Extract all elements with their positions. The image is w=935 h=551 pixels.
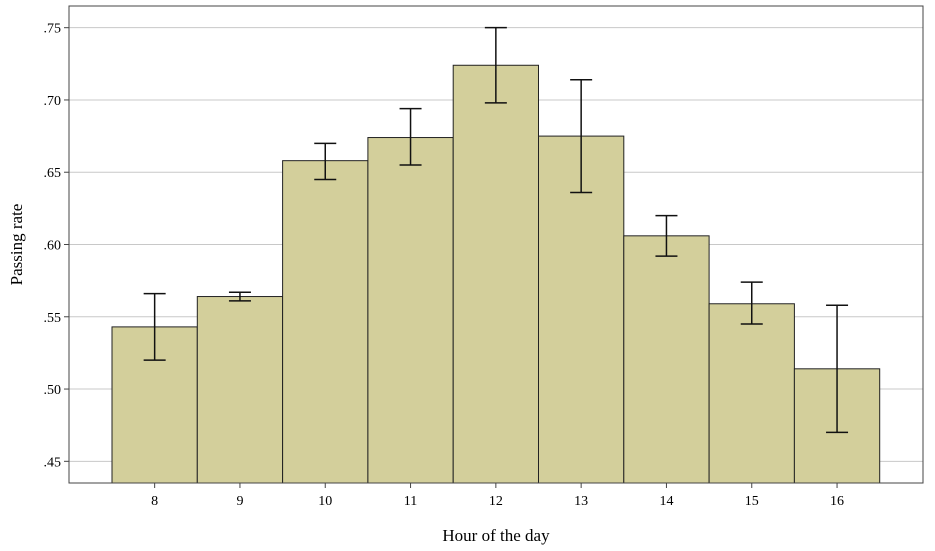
x-tick-label: 12 <box>489 494 503 509</box>
y-axis-ticks: .45 .50 .55 .60 .65 .70 .75 <box>44 22 69 470</box>
bar-11 <box>367 137 454 484</box>
error-bar-16 <box>826 304 849 434</box>
x-tick-label: 15 <box>745 494 759 509</box>
x-axis-title: Hour of the day <box>442 526 550 545</box>
error-bar-11 <box>399 107 422 166</box>
y-tick-label: .65 <box>44 166 62 181</box>
y-axis-title: Passing rate <box>7 204 26 286</box>
y-tick-label: .50 <box>44 383 62 398</box>
x-tick-label: 13 <box>574 494 588 509</box>
error-bar-15 <box>740 281 763 325</box>
error-bar-9 <box>228 291 251 302</box>
y-tick-label: .75 <box>44 22 62 37</box>
bar-10 <box>282 160 369 484</box>
error-bar-8 <box>143 292 166 361</box>
y-tick-label: .70 <box>44 94 62 109</box>
x-tick-label: 10 <box>318 494 332 509</box>
x-tick-label: 14 <box>659 494 673 509</box>
bar-13 <box>538 135 625 484</box>
bar-14 <box>623 235 710 484</box>
error-bar-13 <box>570 78 593 194</box>
x-axis-ticks: 8 9 10 11 12 13 14 15 16 <box>151 483 844 509</box>
error-bar-12 <box>484 26 507 104</box>
y-tick-label: .60 <box>44 239 62 254</box>
bar-9 <box>196 296 284 484</box>
bars <box>111 64 881 484</box>
x-tick-label: 16 <box>830 494 844 509</box>
x-tick-label: 8 <box>151 494 158 509</box>
y-tick-label: .45 <box>44 455 62 470</box>
x-tick-label: 9 <box>236 494 243 509</box>
error-bars <box>143 26 849 434</box>
y-tick-label: .55 <box>44 311 62 326</box>
error-bar-14 <box>655 214 678 257</box>
bar-12 <box>452 64 540 484</box>
x-tick-label: 11 <box>404 494 417 509</box>
error-bar-10 <box>314 142 337 181</box>
bar-15 <box>708 303 795 484</box>
